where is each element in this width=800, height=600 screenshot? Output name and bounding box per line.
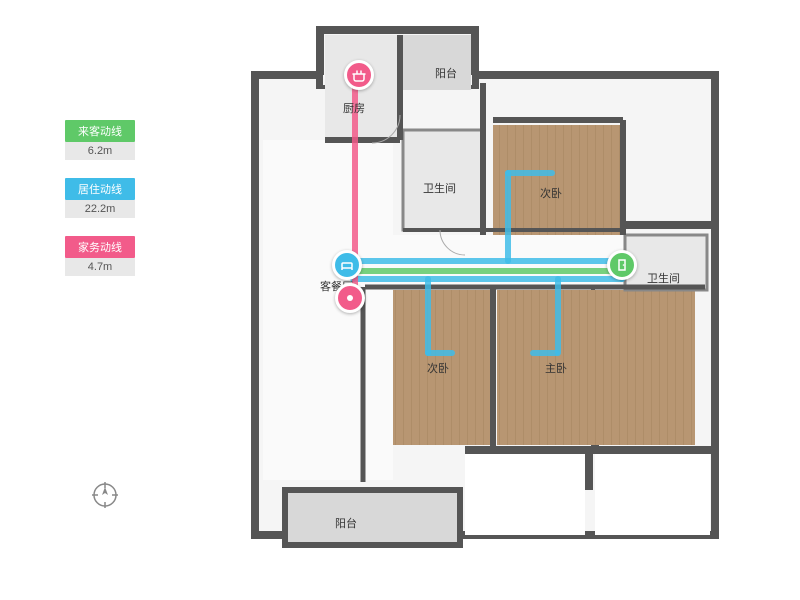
legend-label: 来客动线 [65, 120, 135, 142]
compass-icon [90, 480, 120, 515]
legend-label: 家务动线 [65, 236, 135, 258]
room-label: 次卧 [427, 360, 449, 376]
room-label: 阳台 [435, 65, 457, 81]
marker-pot-icon [344, 60, 374, 90]
room-label: 卫生间 [647, 270, 680, 286]
flow-segment-blue [345, 258, 625, 264]
legend-value: 6.2m [65, 142, 135, 160]
floorplan: 阳台厨房卫生间次卧卫生间客餐厅次卧主卧阳台 [235, 20, 765, 580]
legend-item-living: 居住动线 22.2m [65, 178, 135, 218]
room-label: 主卧 [545, 360, 567, 376]
legend: 来客动线 6.2m 居住动线 22.2m 家务动线 4.7m [65, 120, 135, 294]
flow-segment-blue [505, 170, 555, 176]
room-label: 次卧 [540, 185, 562, 201]
marker-dot-icon [335, 283, 365, 313]
marker-door-icon [607, 250, 637, 280]
legend-value: 4.7m [65, 258, 135, 276]
flow-segment-blue [425, 276, 431, 356]
flow-segment-green [350, 268, 618, 274]
legend-value: 22.2m [65, 200, 135, 218]
flow-segment-blue [425, 350, 455, 356]
flow-segment-blue [350, 276, 625, 282]
room-label: 卫生间 [423, 180, 456, 196]
legend-label: 居住动线 [65, 178, 135, 200]
legend-item-chore: 家务动线 4.7m [65, 236, 135, 276]
flow-segment-blue [530, 350, 560, 356]
room-label: 厨房 [343, 100, 365, 116]
room-label: 阳台 [335, 515, 357, 531]
marker-sofa-icon [332, 250, 362, 280]
floorplan-svg [235, 20, 765, 580]
flow-segment-blue [505, 170, 511, 264]
flow-segment-blue [555, 276, 561, 356]
legend-item-guest: 来客动线 6.2m [65, 120, 135, 160]
